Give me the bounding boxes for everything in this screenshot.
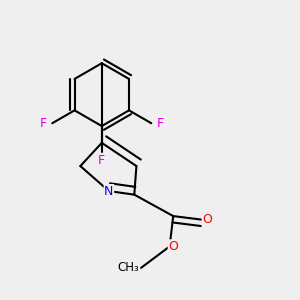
Text: O: O [202, 213, 212, 226]
Text: F: F [98, 154, 105, 167]
Text: F: F [157, 117, 164, 130]
Text: O: O [168, 240, 178, 253]
Text: F: F [40, 117, 47, 130]
Text: CH₃: CH₃ [118, 261, 139, 274]
Text: N: N [104, 184, 114, 198]
